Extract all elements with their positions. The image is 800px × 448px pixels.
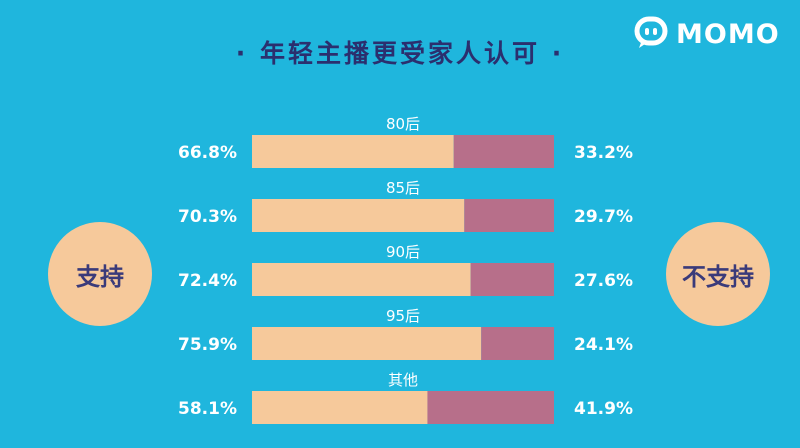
momo-logo-icon bbox=[634, 16, 668, 48]
support-value-label: 72.4% bbox=[178, 271, 237, 291]
oppose-value-label: 27.6% bbox=[574, 271, 633, 291]
oppose-value-label: 41.9% bbox=[574, 399, 633, 419]
support-value-label: 70.3% bbox=[178, 207, 237, 227]
oppose-value-label: 29.7% bbox=[574, 207, 633, 227]
support-bar bbox=[252, 327, 482, 360]
category-label: 80后 bbox=[386, 115, 420, 133]
support-value-label: 66.8% bbox=[178, 143, 237, 163]
oppose-bar bbox=[427, 391, 554, 424]
support-value-label: 58.1% bbox=[178, 399, 237, 419]
chart-title: · 年轻主播更受家人认可 · bbox=[235, 39, 565, 68]
logo-text: MOMO bbox=[676, 19, 780, 50]
support-bar bbox=[252, 391, 428, 424]
oppose-label-circle: 不支持 bbox=[666, 222, 770, 326]
category-label: 85后 bbox=[386, 179, 420, 197]
oppose-value-label: 24.1% bbox=[574, 335, 633, 355]
momo-logo: MOMO bbox=[634, 16, 794, 56]
category-label: 90后 bbox=[386, 243, 420, 261]
oppose-value-label: 33.2% bbox=[574, 143, 633, 163]
category-label: 其他 bbox=[388, 371, 418, 389]
oppose-bar bbox=[453, 135, 554, 168]
oppose-bar bbox=[470, 263, 554, 296]
support-value-label: 75.9% bbox=[178, 335, 237, 355]
oppose-bar bbox=[464, 199, 554, 232]
category-label: 95后 bbox=[386, 307, 420, 325]
support-bar bbox=[252, 135, 454, 168]
support-bar bbox=[252, 199, 465, 232]
support-bar bbox=[252, 263, 471, 296]
support-label-circle: 支持 bbox=[48, 222, 152, 326]
oppose-bar bbox=[481, 327, 554, 360]
